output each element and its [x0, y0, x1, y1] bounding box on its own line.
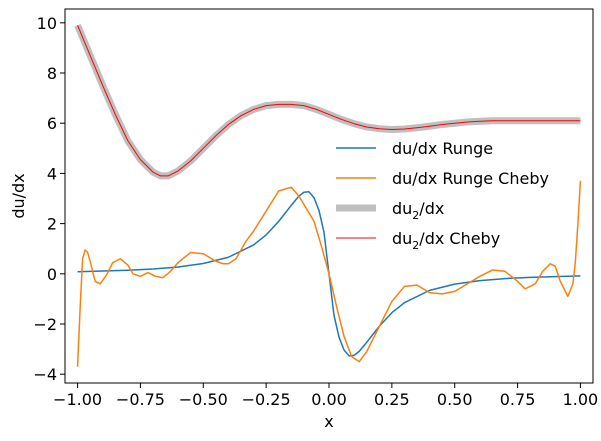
x-tick-label: −1.00 [53, 390, 102, 409]
plot-series [74, 23, 582, 367]
y-tick-label: 4 [47, 164, 57, 183]
x-tick-label: −0.50 [179, 390, 228, 409]
y-axis-label: du/dx [9, 173, 28, 218]
y-tick-label: 10 [37, 14, 57, 33]
legend-label-main: du [392, 229, 412, 248]
y-tick-label: 8 [47, 64, 57, 83]
y-tick-label: 2 [47, 215, 57, 234]
y-tick-label: 6 [47, 114, 57, 133]
legend-label-suffix: /dx [419, 199, 444, 218]
series-line-3 [77, 25, 581, 177]
y-tick-label: 0 [47, 265, 57, 284]
y-axis-ticks: −4 −2 0 2 4 6 8 10 [33, 14, 65, 384]
x-tick-label: 0.75 [500, 390, 536, 409]
legend-label-2: du2/dx [392, 199, 444, 222]
legend-label-subscript: 2 [412, 239, 419, 252]
x-tick-label: 0.00 [311, 390, 347, 409]
legend-label-1: du/dx Runge Cheby [392, 169, 549, 188]
legend-label-suffix: /dx Cheby [419, 229, 500, 248]
x-tick-label: −0.25 [242, 390, 291, 409]
x-axis-label: x [324, 412, 333, 431]
x-tick-label: 0.25 [374, 390, 410, 409]
legend-label-subscript: 2 [412, 209, 419, 222]
legend-label-0: du/dx Runge [392, 139, 493, 158]
x-tick-label: −0.75 [116, 390, 165, 409]
x-tick-label: 0.50 [437, 390, 473, 409]
y-tick-label: −4 [33, 365, 57, 384]
y-tick-label: −2 [33, 315, 57, 334]
legend-label-3: du2/dx Cheby [392, 229, 500, 252]
x-axis-ticks: −1.00 −0.75 −0.50 −0.25 0.00 0.25 0.50 0.75 1.00 [53, 383, 598, 409]
series-line-1 [76, 180, 582, 367]
legend-label-main: du [392, 199, 412, 218]
x-tick-label: 1.00 [563, 390, 599, 409]
